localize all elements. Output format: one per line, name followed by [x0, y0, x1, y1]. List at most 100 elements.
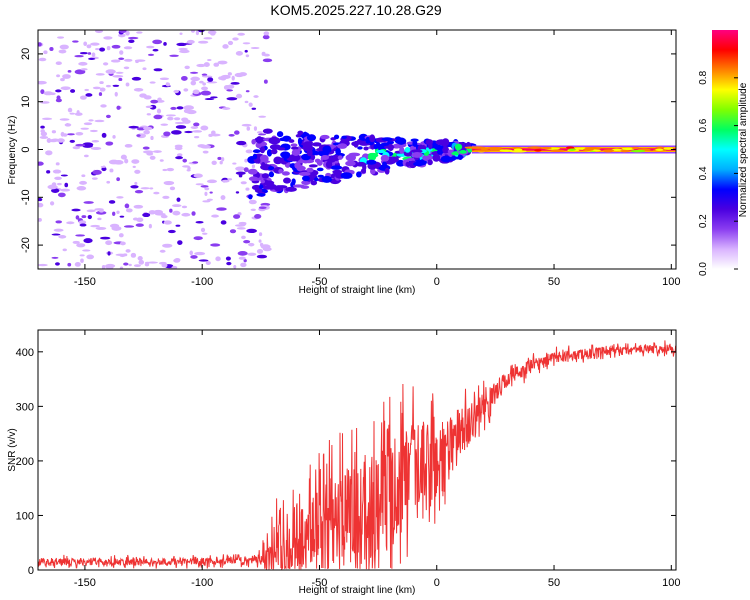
x-tick-label: 100 — [662, 276, 680, 288]
carrier-speck — [663, 147, 674, 150]
transition-blob — [270, 148, 278, 155]
colorbar-tick-label: 0.2 — [698, 214, 709, 228]
noise-speckle — [231, 75, 235, 81]
spectrogram-y-label: Frequency (Hz) — [7, 116, 18, 185]
y-tick-label: 10 — [20, 96, 32, 108]
noise-speckle — [140, 187, 151, 190]
noise-speckle — [70, 89, 76, 93]
noise-speckle — [116, 210, 120, 215]
transition-blob — [321, 175, 333, 183]
noise-speckle — [202, 200, 211, 203]
noise-speckle — [108, 159, 119, 165]
transition-blob — [447, 149, 454, 153]
noise-speckle — [242, 42, 251, 45]
noise-speckle — [207, 58, 212, 61]
transition-blob — [383, 145, 395, 149]
snr-series-line — [38, 340, 676, 570]
noise-speckle — [118, 77, 123, 82]
noise-speckle — [133, 264, 141, 268]
noise-speckle — [263, 79, 268, 84]
transition-blob — [442, 146, 450, 154]
noise-speckle — [233, 264, 237, 269]
noise-speckle — [101, 167, 107, 172]
transition-blob — [384, 167, 390, 175]
noise-speckle — [72, 240, 80, 244]
noise-speckle — [204, 187, 210, 191]
noise-speckle — [55, 220, 63, 224]
noise-speckle — [101, 264, 106, 269]
noise-speckle — [228, 133, 235, 137]
noise-speckle — [51, 256, 59, 259]
noise-speckle — [80, 258, 84, 263]
noise-speckle — [233, 214, 241, 219]
noise-speckle — [211, 214, 219, 218]
noise-speckle — [147, 261, 159, 264]
noise-speckle — [213, 62, 220, 67]
noise-speckle — [241, 223, 247, 226]
transition-blob — [436, 149, 444, 155]
noise-speckle — [109, 168, 114, 173]
noise-speckle — [262, 247, 272, 252]
noise-speckle — [190, 255, 198, 259]
transition-blob — [291, 178, 296, 185]
noise-speckle — [64, 182, 69, 188]
noise-speckle — [69, 112, 76, 115]
x-tick-label: -100 — [191, 276, 213, 288]
noise-speckle — [181, 117, 189, 122]
transition-blob — [396, 137, 407, 145]
noise-speckle — [80, 127, 89, 130]
noise-speckle — [183, 88, 189, 92]
noise-speckle — [84, 88, 89, 92]
noise-speckle — [176, 197, 181, 202]
carrier-speck — [566, 146, 575, 149]
snr-x-ticks: -150 -100 -50 0 50 100 — [74, 330, 680, 589]
transition-blob — [316, 159, 323, 166]
noise-speckle — [74, 262, 81, 267]
transition-blob — [382, 161, 388, 167]
noise-speckle — [196, 63, 206, 68]
transition-blob — [284, 152, 290, 159]
noise-speckle — [133, 87, 144, 92]
transition-blob — [325, 160, 333, 169]
transition-blob — [283, 177, 291, 184]
noise-speckle — [153, 209, 164, 215]
noise-speckle — [82, 142, 94, 147]
noise-speckle — [83, 238, 93, 244]
noise-speckle — [142, 146, 150, 150]
noise-speckle — [112, 135, 116, 139]
noise-speckle — [226, 89, 234, 92]
noise-speckle — [258, 206, 267, 209]
noise-speckle — [95, 48, 100, 51]
noise-speckle — [203, 37, 213, 40]
spectrogram-x-label: Height of straight line (km) — [299, 285, 416, 296]
snr-y-ticks: 0 100 200 300 400 — [16, 347, 676, 577]
transition-blob — [356, 171, 362, 178]
noise-speckle — [138, 259, 145, 265]
noise-speckle — [83, 154, 89, 158]
transition-blob — [351, 141, 360, 147]
noise-speckle — [79, 254, 85, 257]
noise-speckle — [99, 87, 106, 92]
noise-speckle — [232, 37, 239, 41]
noise-speckle — [189, 71, 199, 74]
transition-blob — [266, 149, 273, 157]
noise-speckle — [184, 130, 193, 134]
transition-blob — [278, 137, 288, 142]
noise-speckle — [82, 249, 91, 252]
transition-blob — [440, 155, 452, 163]
noise-speckle — [234, 130, 240, 135]
noise-speckle — [85, 93, 93, 97]
transition-blob — [332, 154, 340, 161]
transition-blob — [300, 185, 310, 189]
transition-blob — [360, 168, 367, 174]
transition-blob — [363, 146, 369, 151]
noise-speckle — [111, 44, 121, 49]
noise-speckle — [100, 165, 106, 168]
snr-frame — [37, 329, 677, 571]
transition-blob — [297, 137, 303, 145]
noise-speckle — [103, 36, 113, 40]
noise-speckle — [118, 57, 125, 60]
noise-speckle — [105, 263, 116, 268]
noise-speckle — [173, 89, 179, 94]
noise-speckle — [106, 45, 111, 51]
